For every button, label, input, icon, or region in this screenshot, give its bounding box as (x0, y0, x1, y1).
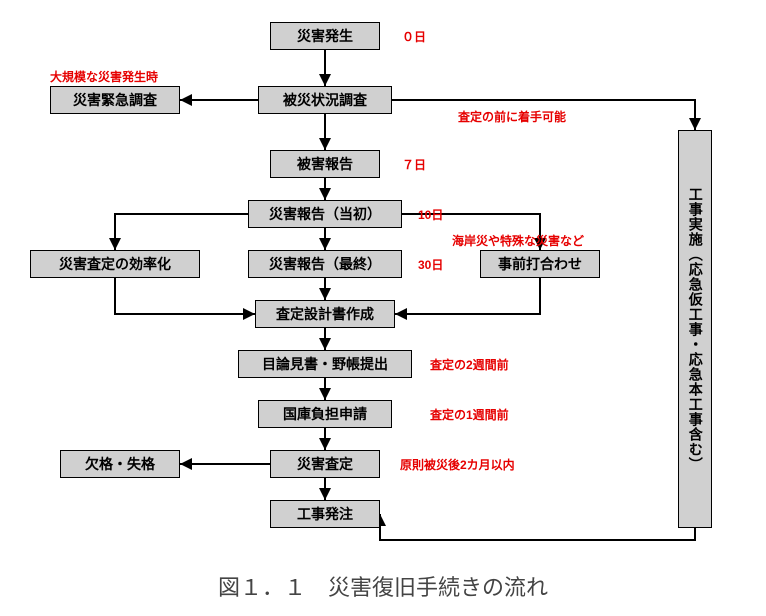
label-coastal: 海岸災や特殊な災害など (452, 232, 584, 249)
label-2weeks-before: 査定の2週間前 (430, 356, 509, 373)
node-emergency-survey: 災害緊急調査 (50, 86, 180, 114)
node-damage-situation-survey: 被災状況調査 (258, 86, 392, 114)
node-disaster-assessment: 災害査定 (270, 450, 380, 478)
node-disaster-report-initial: 災害報告（当初） (248, 200, 402, 228)
node-disqualification: 欠格・失格 (60, 450, 180, 478)
label-within-2months: 原則被災後2カ月以内 (400, 456, 515, 473)
node-construction-order: 工事発注 (270, 500, 380, 528)
node-construction-execution: 工事実施（応急仮工事・応急本工事含む） (678, 130, 712, 528)
flowchart-canvas: 災害発生 災害緊急調査 被災状況調査 被害報告 災害報告（当初） 災害査定の効率… (0, 0, 766, 616)
label-before-assess: 査定の前に着手可能 (458, 108, 566, 125)
figure-caption: 図１．１ 災害復旧手続きの流れ (0, 570, 766, 602)
label-day-30: 30日 (418, 256, 443, 273)
node-assessment-efficiency: 災害査定の効率化 (30, 250, 200, 278)
label-day-7: ７日 (402, 156, 426, 173)
node-treasury-application: 国庫負担申請 (258, 400, 392, 428)
label-1week-before: 査定の1週間前 (430, 406, 509, 423)
label-day-0: ０日 (402, 28, 426, 45)
node-assessment-design-doc: 査定設計書作成 (255, 300, 395, 328)
node-prospectus-submit: 目論見書・野帳提出 (238, 350, 412, 378)
node-disaster-occurrence: 災害発生 (270, 22, 380, 50)
node-disaster-report-final: 災害報告（最終） (248, 250, 402, 278)
node-damage-report: 被害報告 (270, 150, 380, 178)
label-day-10: 10日 (418, 206, 443, 223)
label-large-scale: 大規模な災害発生時 (50, 68, 158, 85)
node-prior-meeting: 事前打合わせ (480, 250, 600, 278)
